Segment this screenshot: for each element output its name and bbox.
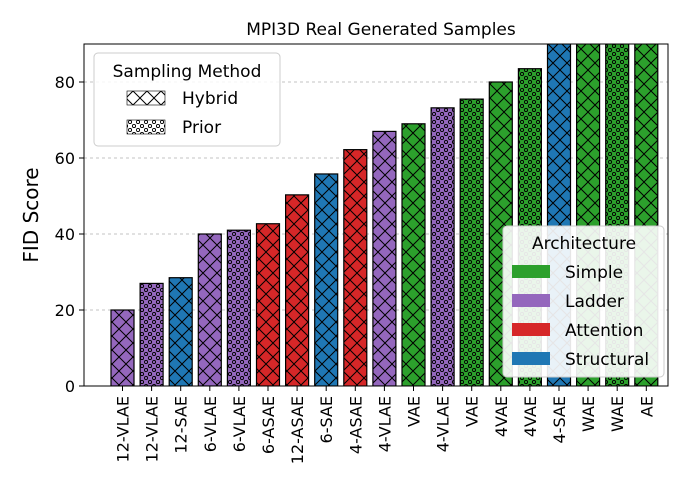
x-tick-label: 6-VLAE <box>230 396 249 452</box>
y-axis-label: FID Score <box>19 167 43 262</box>
y-tick-label: 20 <box>55 301 75 320</box>
legend-entry: Simple <box>565 263 623 283</box>
x-tick-label: WAE <box>579 396 598 432</box>
bar-hatch <box>372 130 397 386</box>
x-tick-label: 12-VLAE <box>114 396 133 462</box>
x-tick-label: 4-SAE <box>550 396 569 443</box>
bar-hatch <box>168 277 193 386</box>
legend-entry-hybrid: Hybrid <box>182 89 238 109</box>
x-tick-label: 4VAE <box>492 396 511 437</box>
x-tick-label: 6-ASAE <box>259 396 278 454</box>
y-tick-label: 80 <box>55 73 75 92</box>
bar-hatch <box>139 282 164 386</box>
bar-hatch <box>285 194 310 386</box>
x-tick-label: VAE <box>405 396 424 427</box>
legend-swatch-hybrid <box>126 90 166 106</box>
x-tick-label: 6-SAE <box>317 396 336 443</box>
legend-entry-prior: Prior <box>182 118 221 138</box>
legend-entry: Attention <box>565 321 643 341</box>
bar-hatch <box>401 123 426 386</box>
legend-swatch <box>512 352 550 365</box>
legend-entry: Ladder <box>565 292 624 312</box>
x-tick-label: 4VAE <box>521 396 540 437</box>
x-tick-label: VAE <box>463 396 482 427</box>
x-tick-label: 4-VLAE <box>434 396 453 452</box>
y-axis-ticks: 0 20 40 60 80 <box>55 73 84 396</box>
legend-architecture-entries: Simple Ladder Attention Structural <box>512 263 649 370</box>
bar-hatch <box>430 107 455 386</box>
legend-architecture-title: Architecture <box>532 234 636 254</box>
x-tick-label: 6-VLAE <box>201 396 220 452</box>
x-tick-label: WAE <box>608 396 627 432</box>
x-tick-label: 12-SAE <box>172 396 191 454</box>
bar-hatch <box>197 233 222 386</box>
bar-hatch <box>314 173 339 386</box>
legend-swatch <box>512 323 550 336</box>
x-axis-ticks: 12-VLAE 12-VLAE 12-SAE 6-VLAE 6-VLAE 6-ASAE 12… <box>114 386 656 464</box>
legend-swatch <box>512 294 550 307</box>
legend-swatch-prior <box>126 119 166 135</box>
legend-entry: Structural <box>565 350 649 370</box>
y-tick-label: 60 <box>55 149 75 168</box>
x-tick-label: 4-VLAE <box>375 396 394 452</box>
bar-hatch <box>459 98 484 386</box>
bar-hatch <box>343 149 368 386</box>
y-tick-label: 40 <box>55 225 75 244</box>
x-tick-label: 12-ASAE <box>288 396 307 464</box>
legend-architecture: Architecture Simple Ladder Attention Struct… <box>502 225 665 378</box>
legend-architecture-box <box>502 225 665 378</box>
x-tick-label: 12-VLAE <box>143 396 162 462</box>
bar-hatch <box>226 229 251 386</box>
legend-sampling-title: Sampling Method <box>113 62 262 82</box>
chart-title: MPI3D Real Generated Samples <box>246 20 516 40</box>
bar-hatch <box>110 309 135 386</box>
bar-hatch <box>255 223 281 386</box>
legend-swatch <box>512 265 550 278</box>
y-tick-label: 0 <box>65 377 75 396</box>
legend-sampling-method: Sampling Method Hybrid Prior <box>93 52 281 147</box>
x-tick-label: 4-ASAE <box>346 396 365 454</box>
plot-frame <box>83 43 669 387</box>
x-tick-label: AE <box>637 396 656 417</box>
